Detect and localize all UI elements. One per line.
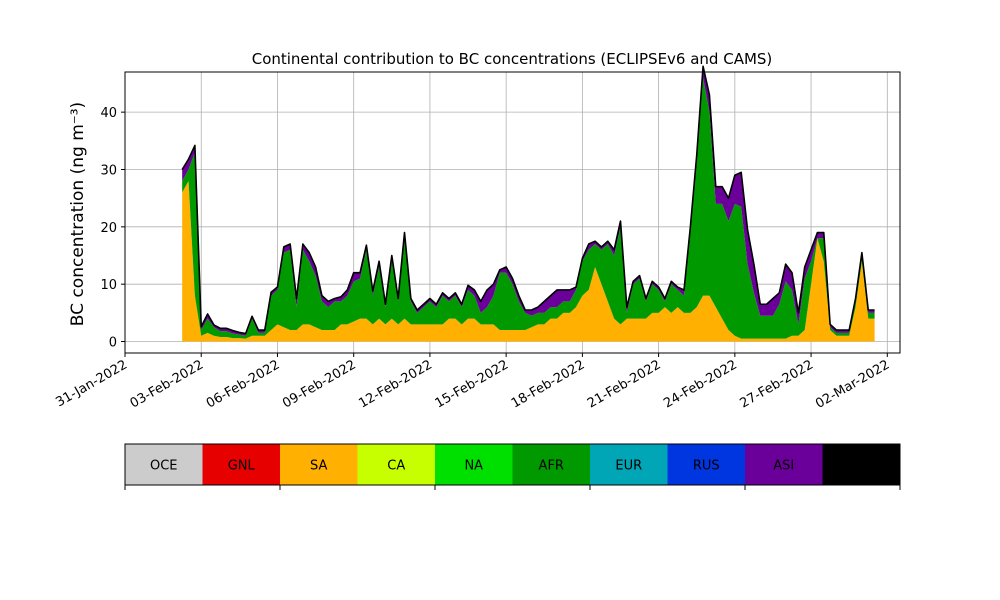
legend-frame <box>124 443 901 486</box>
legend-swatch-rus <box>667 444 746 485</box>
series-line-total <box>181 65 875 335</box>
chart-title: Continental contribution to BC concentra… <box>252 50 773 68</box>
x-tick-label: 15-Feb-2022 <box>433 357 512 411</box>
legend-swatch-afr <box>512 444 591 485</box>
legend-label-afr: AFR <box>539 459 564 474</box>
legend-label-gnl: GNL <box>228 459 256 474</box>
x-tick-label: 06-Feb-2022 <box>204 357 283 411</box>
legend-label-asi: ASI <box>773 459 794 474</box>
legend-swatch-gnl <box>202 444 281 485</box>
y-tick-label: 0 <box>109 336 117 351</box>
x-tick-label: 31-Jan-2022 <box>53 357 130 410</box>
legend-swatch-aus <box>822 444 901 485</box>
legend-swatch-ca <box>357 444 436 485</box>
y-tick-label: 10 <box>100 278 117 293</box>
legend-label-oce: OCE <box>150 459 178 474</box>
legend-label-na: NA <box>464 459 483 474</box>
x-tick-label: 12-Feb-2022 <box>356 357 435 411</box>
x-tick-label: 03-Feb-2022 <box>128 357 207 411</box>
legend-label-aus: AUS <box>848 459 875 474</box>
legend-swatch-na <box>435 444 513 485</box>
legend-swatch-asi <box>745 444 823 485</box>
x-tick-label: 02-Mar-2022 <box>813 357 892 411</box>
area-afr <box>182 77 875 339</box>
legend-swatch-eur <box>590 444 668 485</box>
x-tick-label: 27-Feb-2022 <box>738 357 817 411</box>
legend-label-rus: RUS <box>693 459 720 474</box>
x-tick-label: 18-Feb-2022 <box>509 357 588 411</box>
y-axis-ticks: 0 10 20 30 40 <box>100 106 125 351</box>
x-axis-ticks: 31-Jan-202203-Feb-202206-Feb-202209-Feb-… <box>53 353 892 412</box>
legend-swatch-oce <box>125 444 203 485</box>
legend: OCE GNL SA CA NA AFR EUR RUS ASI AUS <box>124 443 901 490</box>
legend-label-eur: EUR <box>615 459 642 474</box>
x-tick-label: 24-Feb-2022 <box>661 357 740 411</box>
y-tick-label: 40 <box>100 106 117 121</box>
x-tick-label: 21-Feb-2022 <box>585 357 664 411</box>
area-sa <box>182 180 875 342</box>
legend-label-sa: SA <box>310 459 327 474</box>
total-outline <box>181 65 875 335</box>
area-asi <box>182 66 875 336</box>
x-tick-label: 09-Feb-2022 <box>280 357 359 411</box>
y-tick-label: 20 <box>100 221 117 236</box>
plot-frame <box>124 71 901 354</box>
stacked-areas <box>182 66 875 342</box>
legend-label-ca: CA <box>387 459 405 474</box>
y-axis-label: BC concentration (ng m⁻³) <box>68 102 88 326</box>
y-tick-label: 30 <box>100 163 117 178</box>
legend-swatch-sa <box>280 444 358 485</box>
